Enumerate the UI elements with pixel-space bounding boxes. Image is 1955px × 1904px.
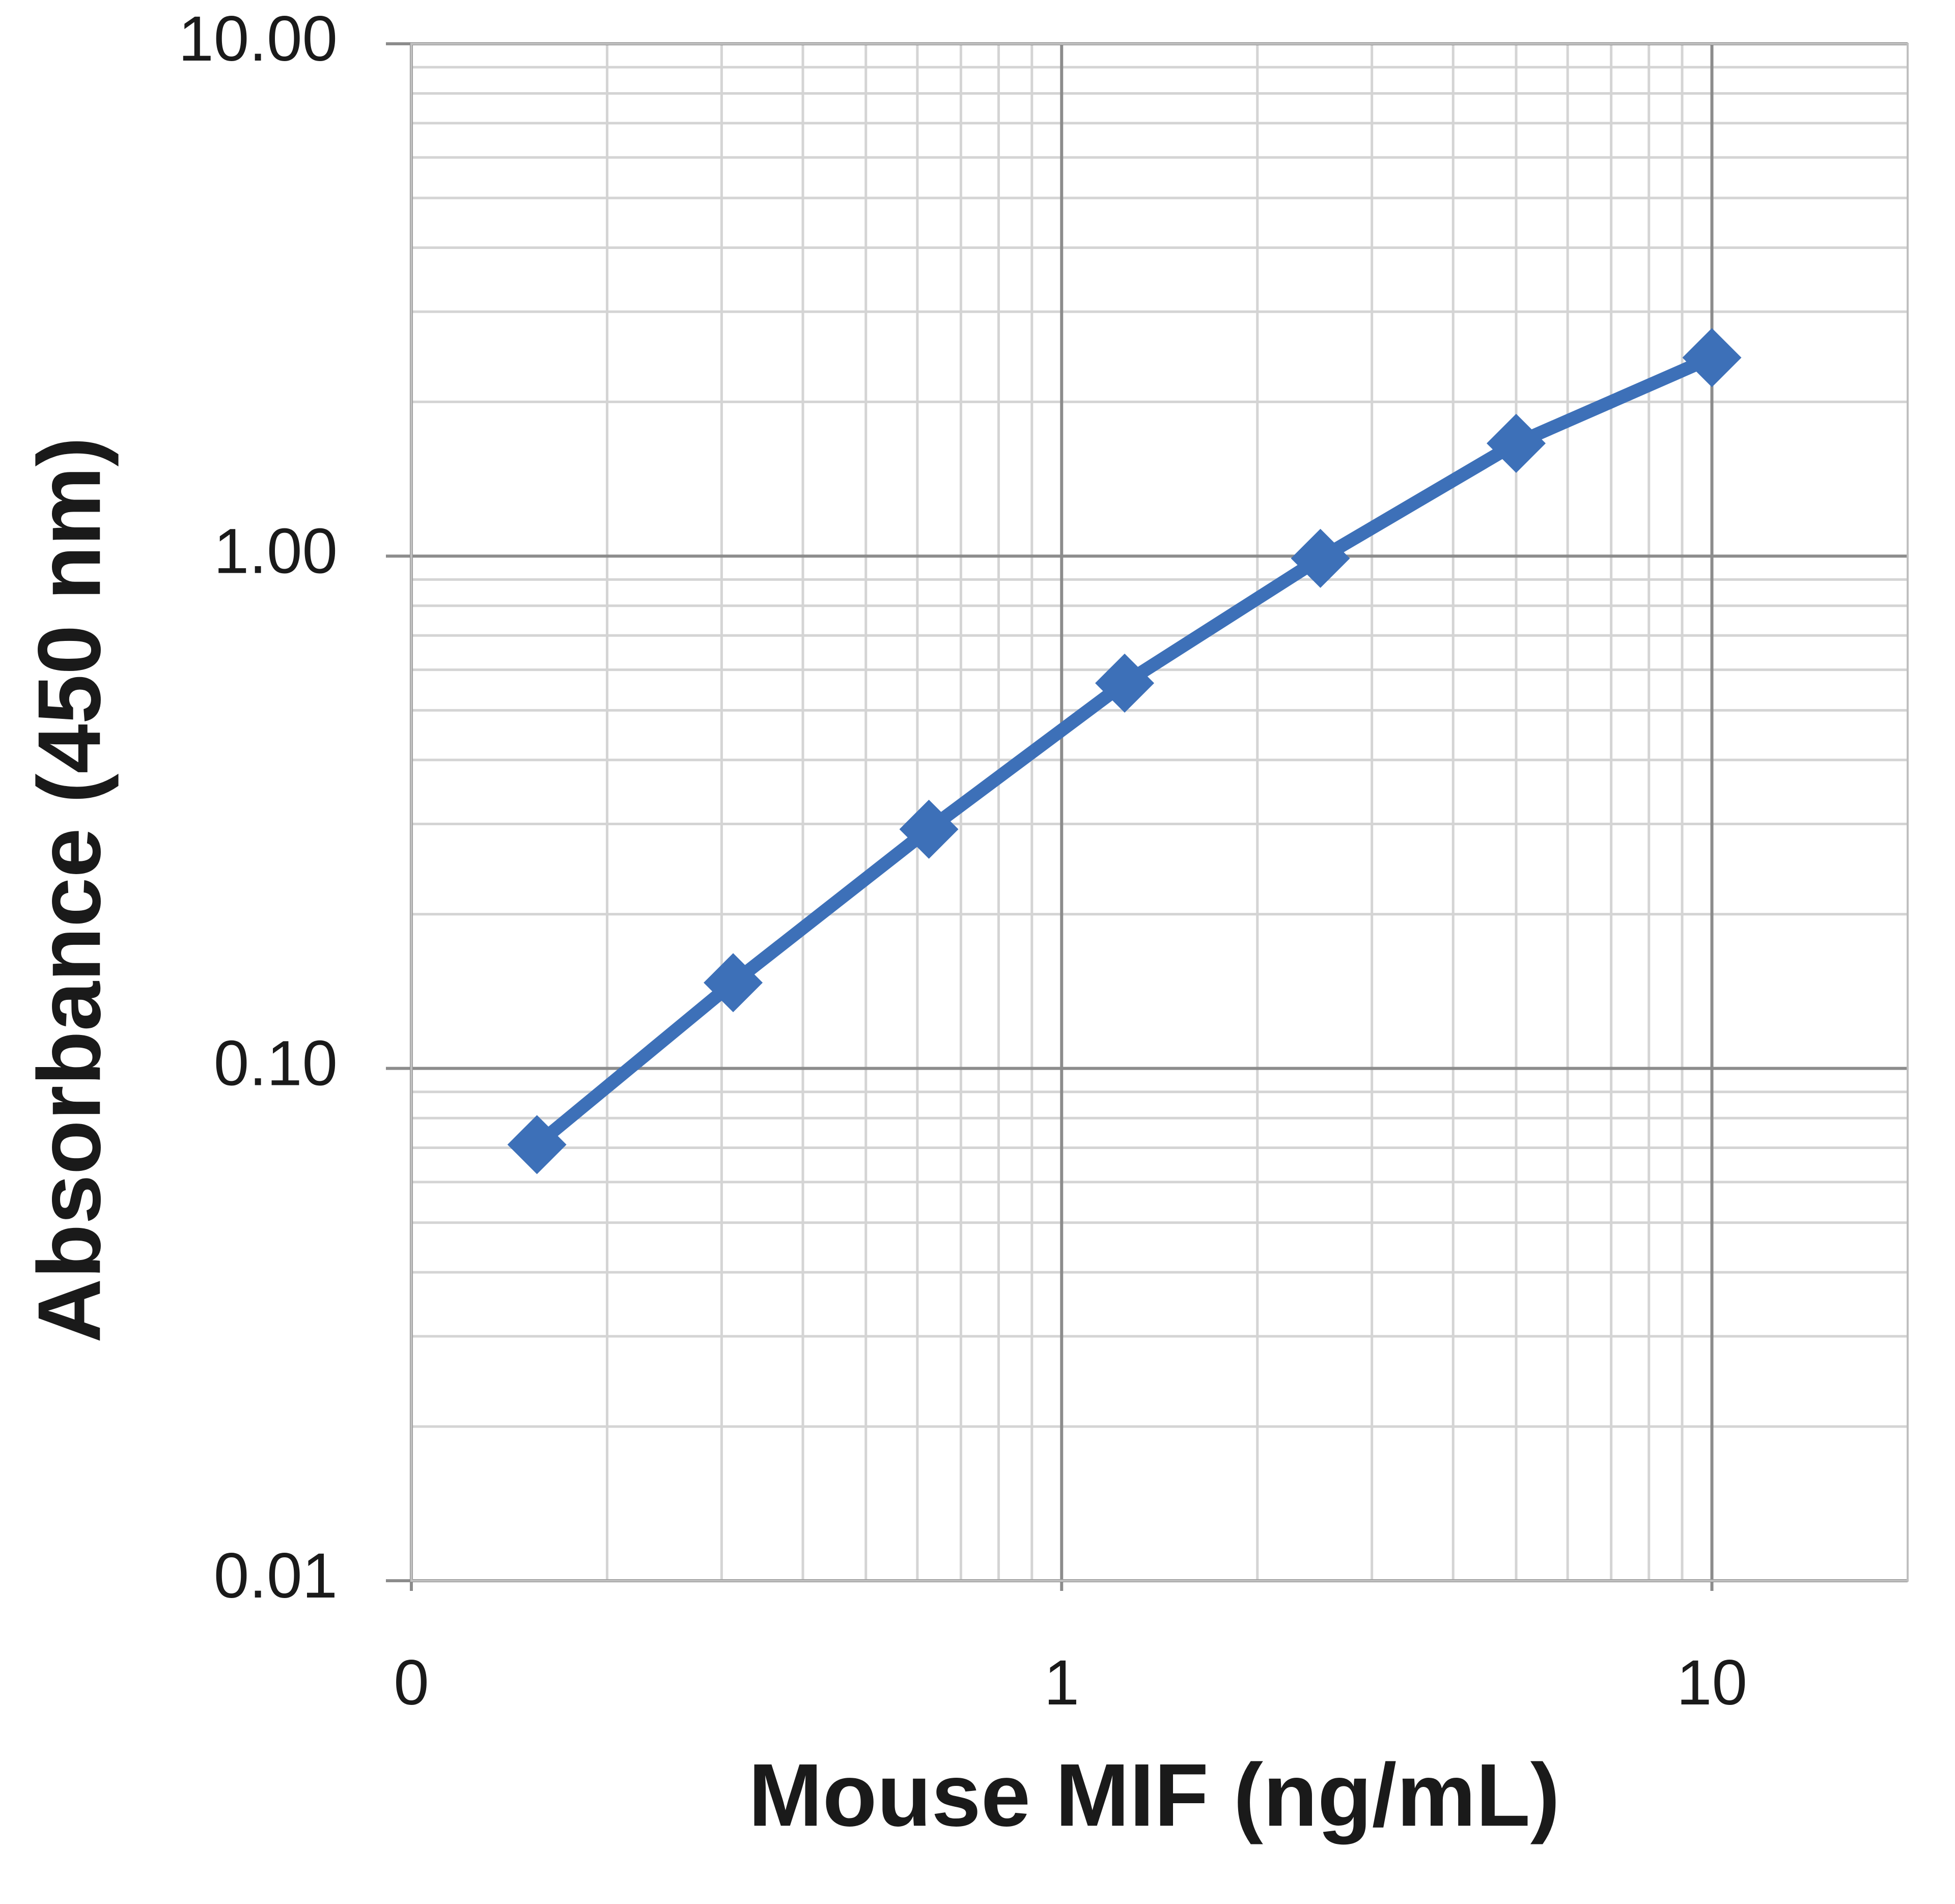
y-axis-title: Absorbance (450 nm)	[20, 437, 119, 1343]
series-line	[533, 351, 1715, 1150]
x-tick-label: 1	[1044, 1647, 1079, 1718]
x-axis-title: Mouse MIF (ng/mL)	[748, 1746, 1560, 1845]
y-tick-label: 0.10	[214, 1028, 338, 1099]
x-tick-label: 0	[394, 1647, 429, 1718]
marker	[507, 1115, 567, 1174]
y-tick-label: 1.00	[214, 516, 338, 586]
marker	[899, 799, 959, 859]
marker	[1487, 413, 1546, 473]
y-tick-label: 10.00	[178, 4, 338, 74]
plot-border	[410, 43, 1909, 1582]
marker	[704, 953, 763, 1013]
x-tick-label: 10	[1677, 1647, 1747, 1718]
marker	[1095, 653, 1155, 713]
marker	[1291, 528, 1350, 588]
marker	[1682, 328, 1742, 387]
y-tick-label: 0.01	[214, 1541, 338, 1611]
